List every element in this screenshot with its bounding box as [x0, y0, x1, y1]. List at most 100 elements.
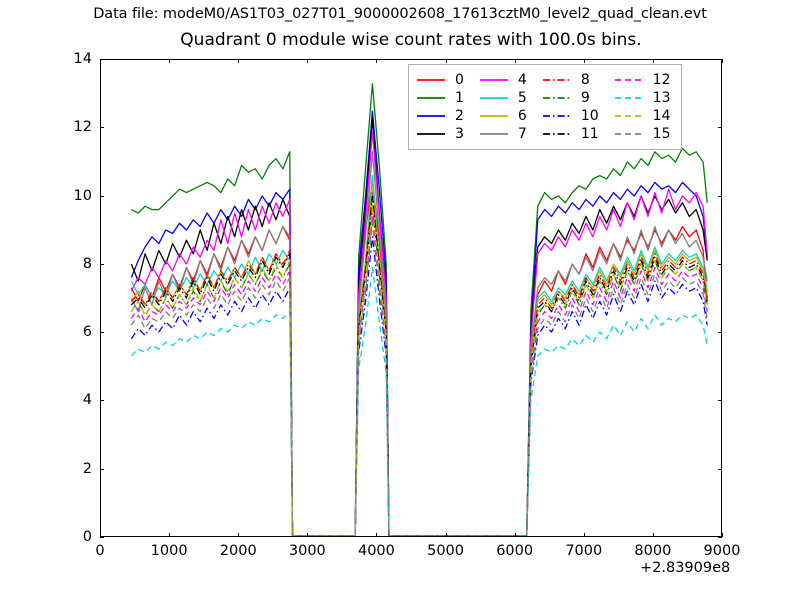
- tick-mark: [100, 537, 104, 538]
- legend-line-sample: [478, 71, 516, 89]
- y-tick-label: 2: [82, 460, 92, 477]
- plot-title: Quadrant 0 module wise count rates with …: [180, 30, 642, 50]
- x-tick-label: 2000: [219, 543, 257, 559]
- legend[interactable]: 0 4 8 12 1 5 9 13 2 6 10 14 3 7 11 15: [408, 64, 682, 150]
- tick-mark: [446, 59, 447, 63]
- x-axis-offset-label: +2.83909e8: [640, 560, 731, 576]
- tick-mark: [169, 59, 170, 63]
- y-tick-label: 10: [73, 187, 92, 204]
- legend-line-sample: [415, 125, 453, 143]
- series-line: [130, 191, 708, 536]
- x-tick-label: 0: [95, 543, 105, 559]
- legend-label: 9: [580, 90, 590, 106]
- tick-mark: [100, 400, 104, 401]
- tick-mark: [515, 533, 516, 537]
- tick-mark: [100, 196, 104, 197]
- legend-line-sample: [541, 107, 579, 125]
- tick-mark: [718, 196, 722, 197]
- y-tick-label: 0: [82, 529, 92, 545]
- tick-mark: [100, 332, 104, 333]
- legend-label: 5: [517, 90, 527, 106]
- data-file-label: Data file: modeM0/AS1T03_027T01_90000026…: [93, 6, 707, 22]
- tick-mark: [718, 469, 722, 470]
- legend-line-sample: [415, 107, 453, 125]
- y-tick-label: 12: [73, 119, 92, 136]
- legend-label: 0: [455, 72, 464, 88]
- legend-line-sample: [541, 89, 579, 107]
- legend-table: 0 4 8 12 1 5 9 13 2 6 10 14 3 7 11 15: [415, 71, 673, 143]
- series-line: [130, 117, 708, 536]
- legend-label: 12: [652, 72, 671, 88]
- tick-mark: [376, 533, 377, 537]
- tick-mark: [100, 469, 104, 470]
- y-tick-label: 14: [73, 51, 92, 67]
- legend-label: 1: [455, 90, 464, 106]
- legend-label: 7: [517, 126, 527, 142]
- tick-mark: [584, 533, 585, 537]
- legend-line-sample: [613, 125, 651, 143]
- x-tick-label: 3000: [288, 543, 326, 559]
- tick-mark: [100, 264, 104, 265]
- tick-mark: [718, 59, 722, 60]
- series-line: [130, 215, 708, 536]
- y-tick-label: 8: [82, 255, 92, 272]
- legend-line-sample: [613, 107, 651, 125]
- y-tick-label: 4: [82, 392, 92, 409]
- tick-mark: [307, 59, 308, 63]
- x-tick-label: 9000: [703, 543, 741, 559]
- series-line: [130, 222, 708, 536]
- series-line: [130, 195, 708, 536]
- tick-mark: [718, 264, 722, 265]
- legend-line-sample: [478, 125, 516, 143]
- legend-row: 0 4 8 12: [415, 71, 673, 89]
- series-line: [130, 130, 708, 536]
- tick-mark: [718, 400, 722, 401]
- tick-mark: [238, 59, 239, 63]
- series-line: [130, 205, 708, 536]
- legend-label: 11: [580, 126, 599, 142]
- legend-label: 10: [580, 108, 599, 124]
- series-line: [130, 110, 708, 536]
- tick-mark: [718, 332, 722, 333]
- legend-label: 4: [517, 72, 527, 88]
- tick-mark: [169, 533, 170, 537]
- tick-mark: [100, 59, 101, 63]
- tick-mark: [100, 127, 104, 128]
- tick-mark: [515, 59, 516, 63]
- series-canvas: [130, 83, 708, 536]
- legend-label: 14: [652, 108, 671, 124]
- legend-row: 3 7 11 15: [415, 125, 673, 143]
- legend-line-sample: [613, 71, 651, 89]
- tick-mark: [238, 533, 239, 537]
- legend-label: 15: [652, 126, 671, 142]
- tick-mark: [307, 533, 308, 537]
- x-tick-label: 4000: [357, 543, 395, 559]
- tick-mark: [718, 537, 722, 538]
- tick-mark: [722, 59, 723, 63]
- series-line: [130, 174, 708, 536]
- legend-label: 6: [517, 108, 527, 124]
- legend-line-sample: [541, 71, 579, 89]
- legend-line-sample: [541, 125, 579, 143]
- x-tick-label: 7000: [565, 543, 603, 559]
- x-tick-label: 8000: [634, 543, 672, 559]
- x-tick-label: 1000: [150, 543, 188, 559]
- legend-label: 2: [455, 108, 464, 124]
- legend-label: 13: [652, 90, 671, 106]
- legend-line-sample: [415, 89, 453, 107]
- tick-mark: [100, 59, 104, 60]
- tick-mark: [100, 533, 101, 537]
- tick-mark: [722, 533, 723, 537]
- series-line: [130, 236, 708, 536]
- tick-mark: [584, 59, 585, 63]
- tick-mark: [446, 533, 447, 537]
- series-line: [130, 151, 708, 536]
- legend-line-sample: [415, 71, 453, 89]
- tick-mark: [376, 59, 377, 63]
- legend-label: 8: [580, 72, 590, 88]
- series-line: [130, 185, 708, 536]
- legend-line-sample: [478, 89, 516, 107]
- legend-label: 3: [455, 126, 464, 142]
- y-tick-label: 6: [82, 324, 92, 341]
